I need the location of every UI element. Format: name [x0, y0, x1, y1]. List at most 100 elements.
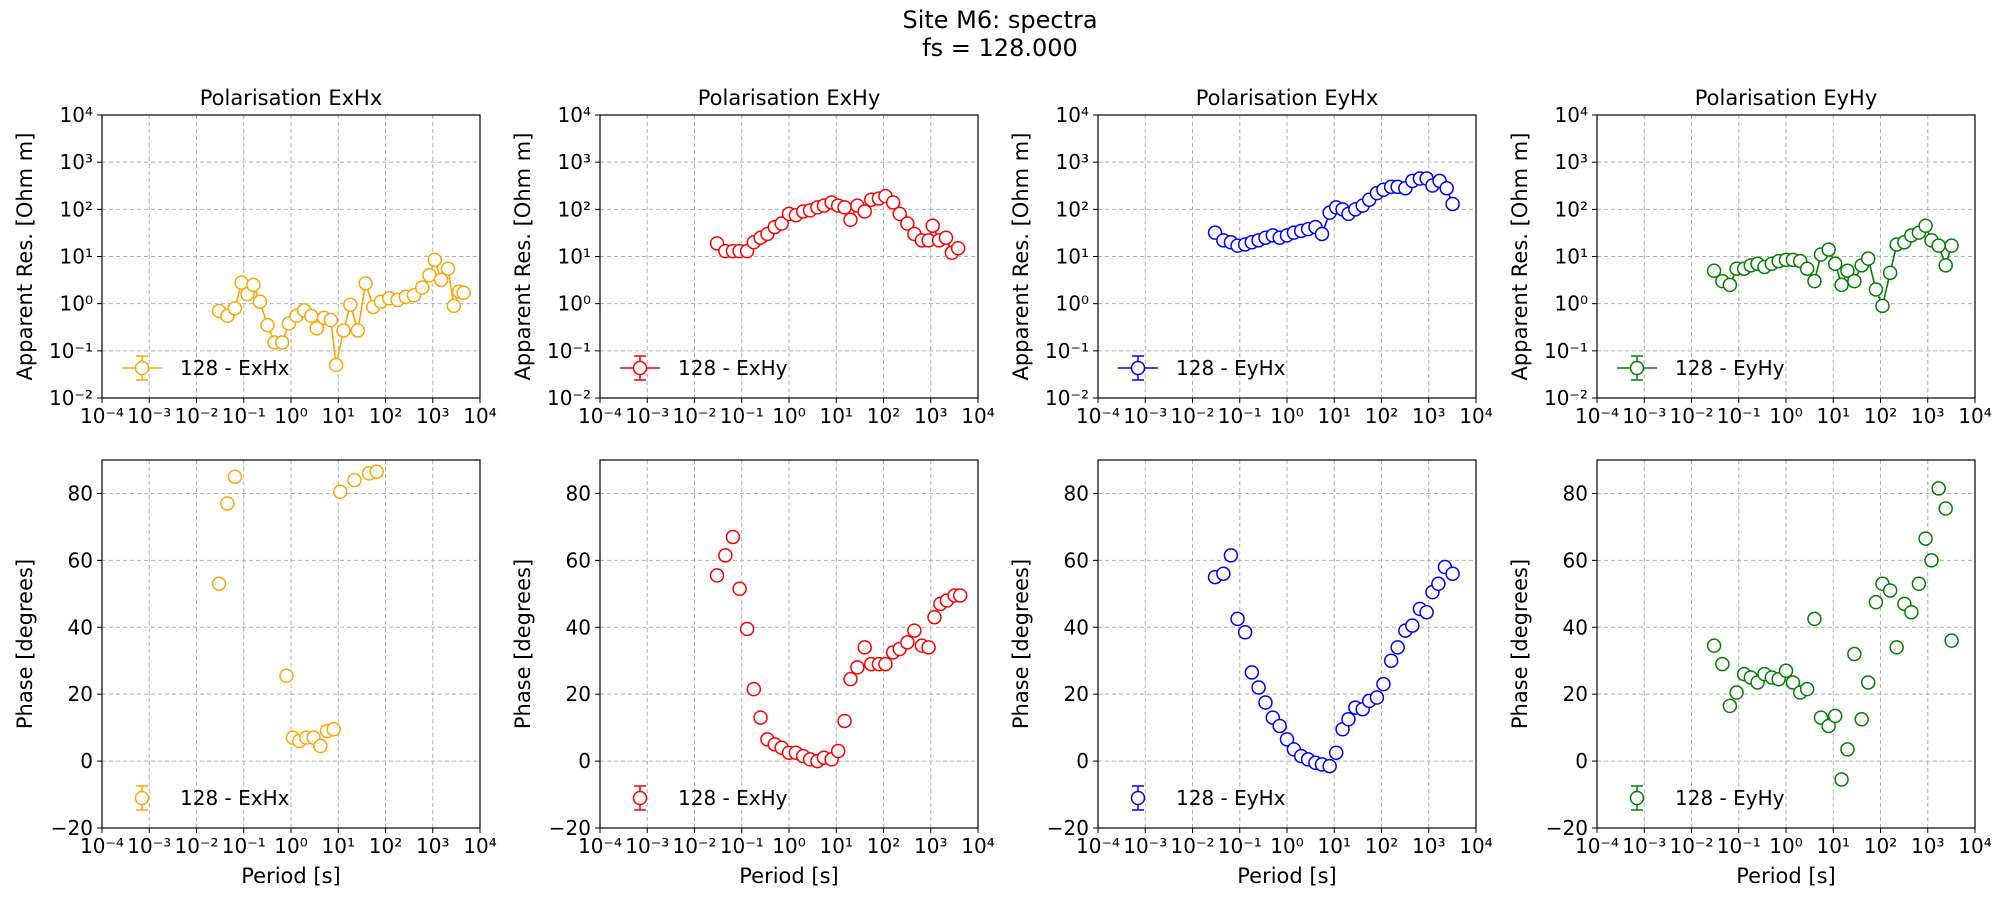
- data-point: [1722, 277, 1738, 293]
- data-point: [227, 469, 243, 484]
- grid-lines: [101, 114, 481, 399]
- panel-title: Polarisation EyHx: [1196, 86, 1379, 110]
- data-point: [1860, 675, 1876, 690]
- legend-marker: [1629, 790, 1645, 806]
- y-tick-label: −20: [549, 816, 591, 840]
- data-point: [1931, 481, 1946, 496]
- data-point: [952, 588, 968, 603]
- data-point: [252, 294, 268, 309]
- y-axis-label: Phase [degrees]: [1508, 559, 1532, 729]
- data-point: [1882, 265, 1898, 281]
- data-point: [1827, 708, 1843, 724]
- x-tick-label: 10²: [369, 834, 402, 858]
- data-point: [1244, 665, 1260, 680]
- x-tick-label: 10⁻¹: [222, 404, 266, 428]
- data-point: [1918, 531, 1933, 546]
- data-point: [1314, 226, 1330, 242]
- y-tick-label: 10⁻²: [49, 386, 93, 410]
- data-point: [732, 581, 747, 597]
- x-tick-label: 10⁻³: [127, 404, 171, 428]
- legend: 128 - EyHy: [1629, 785, 1785, 811]
- y-axis-label: Apparent Res. [Ohm m]: [1009, 133, 1033, 381]
- data-point: [309, 321, 324, 336]
- data-point: [907, 623, 922, 638]
- y-tick-label: 40: [68, 615, 93, 639]
- grid-lines: [1097, 460, 1477, 829]
- chart-panel-phase-1: 10⁻⁴ 10⁻³ 10⁻² 10⁻¹ 10⁰ 10¹ 10² 10³ 10⁴ −20 0 20 40 6…: [13, 459, 497, 888]
- legend-label: 128 - ExHy: [678, 786, 788, 810]
- panels: 10⁻⁴ 10⁻³ 10⁻² 10⁻¹ 10⁰ 10¹ 10² 10³ 10⁴10⁻²10⁻¹1…: [13, 86, 1992, 888]
- data-point: [1875, 298, 1890, 314]
- y-tick-label: 10⁴: [1056, 103, 1089, 127]
- x-axis-label: Period [s]: [241, 864, 340, 888]
- legend-marker: [1629, 360, 1645, 376]
- y-axis-label: Apparent Res. [Ohm m]: [511, 133, 535, 381]
- x-tick-label: 10¹: [1318, 834, 1351, 858]
- x-tick-label: 10⁻⁴: [578, 404, 622, 428]
- data-point: [279, 668, 294, 684]
- chart-panel-res-1: 10⁻⁴ 10⁻³ 10⁻² 10⁻¹ 10⁰ 10¹ 10² 10³ 10⁴10⁻²10⁻¹1…: [13, 86, 497, 428]
- data-series: [709, 188, 966, 261]
- chart-panel-res-3: 10⁻⁴ 10⁻³ 10⁻² 10⁻¹ 10⁰ 10¹ 10² 10³ 10⁴10⁻²10⁻¹1…: [1009, 86, 1493, 428]
- y-axis-label: Apparent Res. [Ohm m]: [13, 133, 37, 381]
- x-tick-label: 10²: [1864, 834, 1897, 858]
- data-point: [1799, 681, 1815, 697]
- y-tick-label: 10¹: [558, 245, 591, 269]
- data-point: [921, 640, 936, 655]
- y-tick-label: 10⁰: [1555, 292, 1588, 316]
- legend: 128 - ExHy: [620, 355, 788, 381]
- data-point: [1834, 772, 1849, 787]
- x-tick-label: 10⁴: [463, 404, 496, 428]
- x-tick-label: 10⁻²: [672, 404, 716, 428]
- y-tick-label: 10⁴: [60, 103, 93, 127]
- y-tick-label: 80: [566, 481, 591, 505]
- plot-frame: [1596, 114, 1976, 399]
- data-point: [1322, 758, 1337, 774]
- data-point: [739, 621, 755, 637]
- plot-frame: [101, 459, 481, 829]
- x-tick-label: 10⁻²: [174, 834, 218, 858]
- x-axis-label: Period [s]: [1237, 864, 1336, 888]
- data-point: [1807, 611, 1822, 627]
- data-point: [1230, 611, 1245, 627]
- data-point: [1706, 263, 1722, 278]
- y-tick-label: 60: [1064, 548, 1089, 572]
- data-point: [843, 671, 858, 687]
- data-point: [1419, 604, 1434, 620]
- x-tick-label: 10²: [867, 404, 900, 428]
- legend-marker: [1130, 360, 1146, 376]
- y-tick-label: 0: [578, 749, 591, 773]
- data-point: [1821, 242, 1836, 257]
- x-tick-label: 10⁻²: [1669, 834, 1713, 858]
- data-point: [1258, 695, 1273, 710]
- x-tick-label: 10⁰: [1270, 404, 1303, 428]
- data-point: [927, 609, 942, 625]
- x-axis-label: Period [s]: [1736, 864, 1835, 888]
- data-point: [709, 568, 725, 583]
- legend-marker: [632, 790, 648, 806]
- figure-title: Site M6: spectra: [902, 6, 1097, 34]
- legend-label: 128 - EyHy: [1675, 356, 1785, 380]
- plot-frame: [1097, 459, 1477, 829]
- data-point: [1854, 712, 1869, 727]
- y-tick-label: 20: [566, 682, 591, 706]
- data-point: [1328, 745, 1344, 760]
- data-point: [1931, 238, 1946, 253]
- legend: 128 - ExHx: [134, 785, 290, 811]
- plot-frame: [101, 114, 481, 399]
- data-point: [885, 195, 901, 210]
- data-point: [1722, 698, 1738, 714]
- data-point: [1223, 548, 1239, 563]
- y-tick-label: −20: [1546, 816, 1588, 840]
- x-tick-label: 10¹: [820, 404, 853, 428]
- data-point: [1847, 646, 1862, 662]
- x-tick-label: 10⁻²: [1170, 834, 1214, 858]
- x-tick-label: 10⁻³: [625, 834, 669, 858]
- data-point: [1341, 712, 1356, 727]
- data-point: [843, 212, 858, 228]
- data-series: [1207, 171, 1460, 253]
- data-point: [837, 200, 852, 215]
- x-tick-label: 10⁻¹: [1218, 834, 1262, 858]
- x-tick-label: 10⁴: [463, 834, 496, 858]
- data-point: [1445, 196, 1460, 212]
